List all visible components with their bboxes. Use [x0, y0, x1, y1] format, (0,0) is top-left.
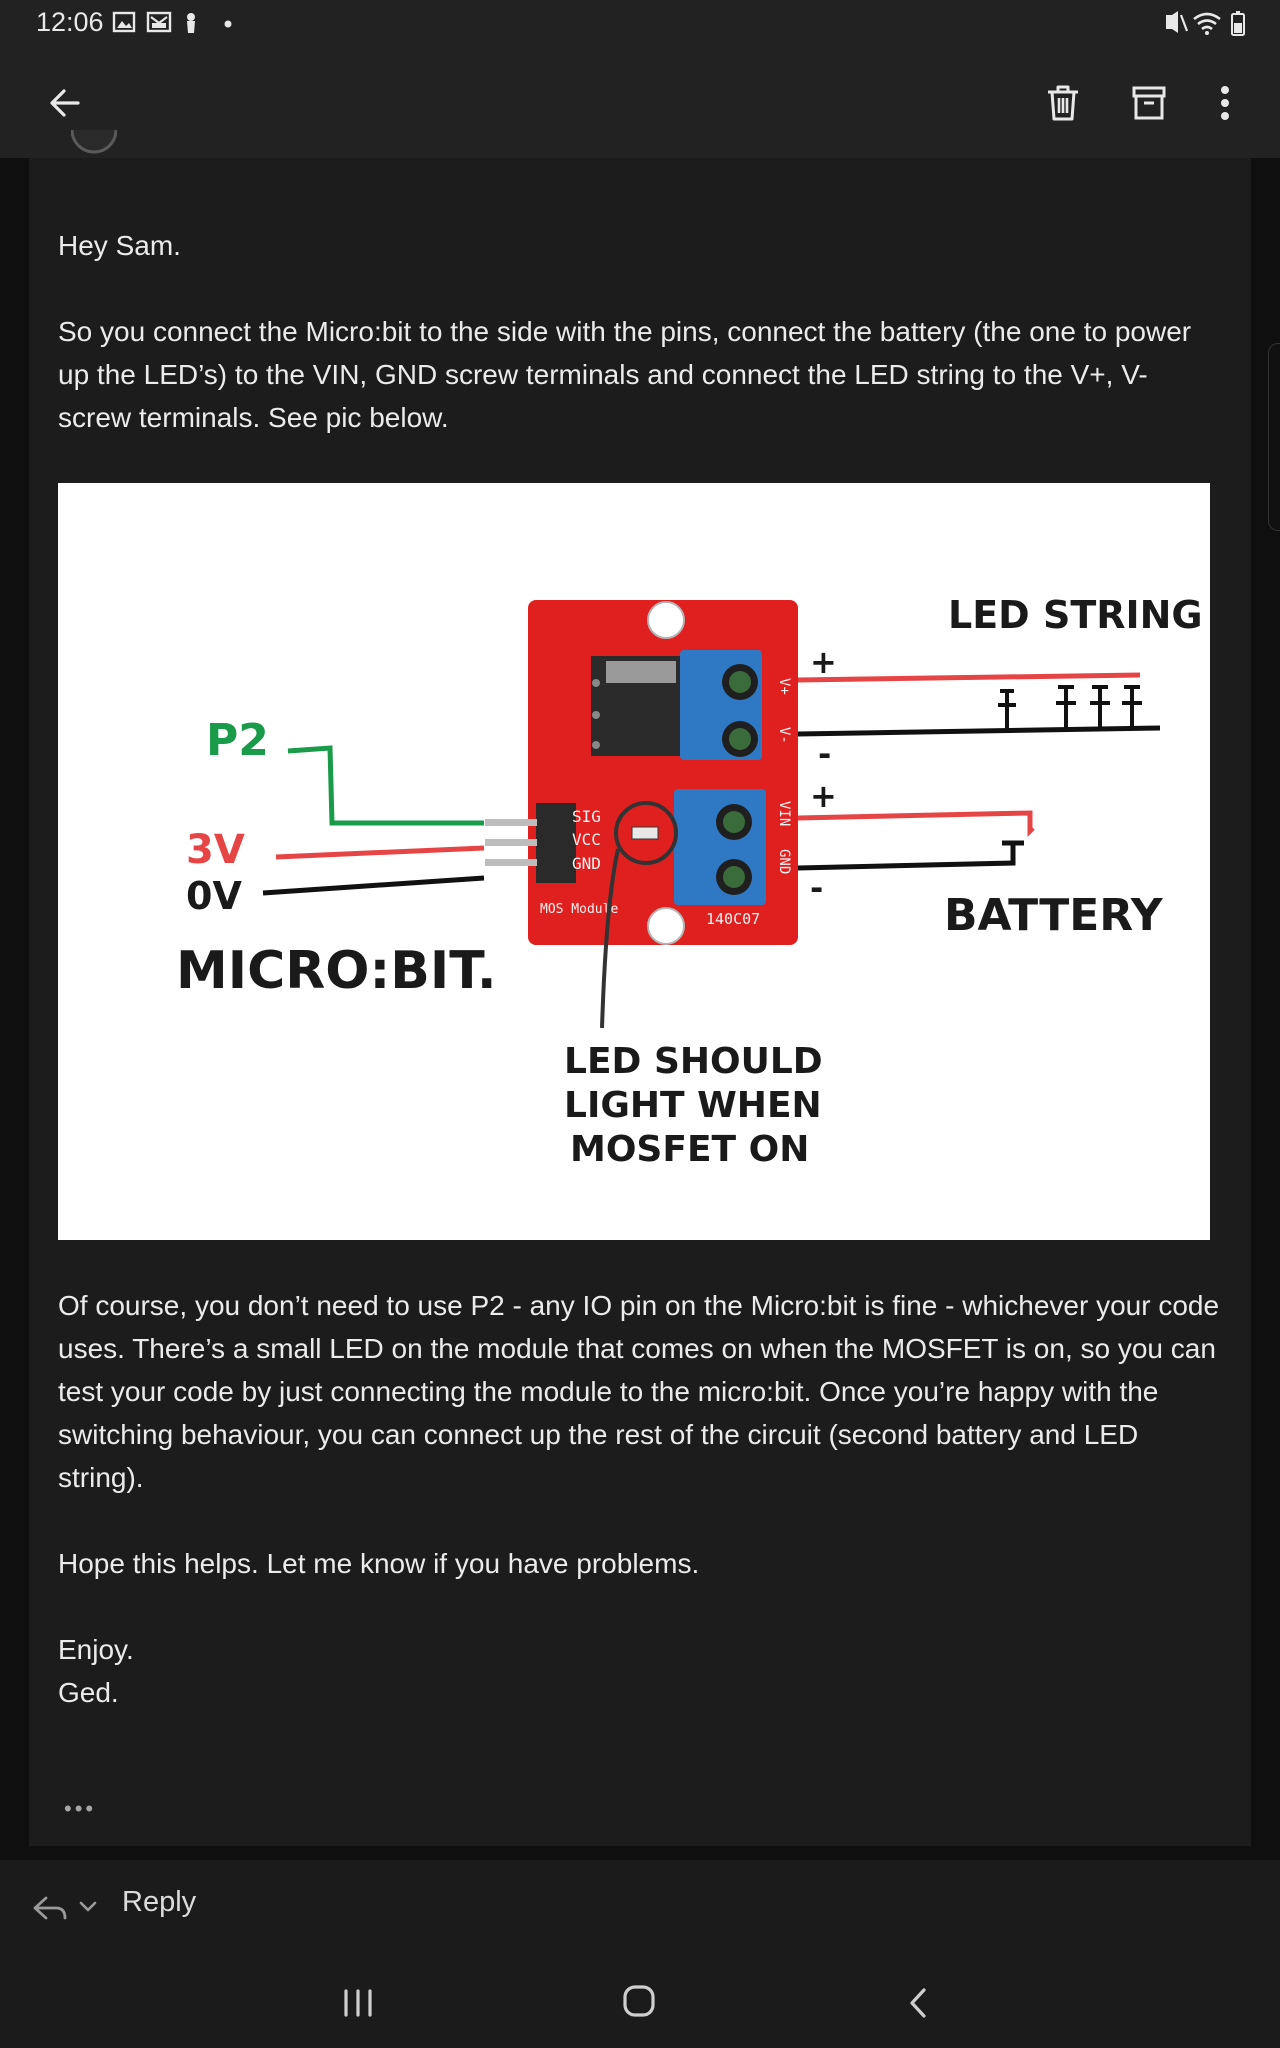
home-icon[interactable] — [622, 1984, 656, 2018]
status-time: 12:06 — [36, 7, 104, 37]
email-greeting: Hey Sam. — [58, 230, 181, 261]
gallery-icon — [112, 11, 136, 33]
status-notification-icons — [112, 11, 232, 33]
battery-icon — [1231, 11, 1245, 36]
board-label-gnd: GND — [572, 854, 601, 873]
dot-icon — [224, 20, 232, 28]
status-system-icons — [1166, 11, 1245, 36]
wiring-diagram-image: SIG VCC GND MOS Module 140C07 V+ V- VIN … — [58, 483, 1210, 1240]
edge-panel-handle[interactable] — [1268, 343, 1280, 531]
label-mosfet-on: MOSFET ON — [570, 1129, 809, 1170]
chevron-down-icon[interactable] — [78, 1900, 98, 1914]
archive-button[interactable] — [1119, 73, 1179, 133]
wifi-icon — [1193, 12, 1221, 35]
board-label-sig: SIG — [572, 807, 601, 826]
label-microbit: MICRO:BIT. — [176, 941, 497, 1001]
email-paragraph-2: Of course, you don’t need to use P2 - an… — [58, 1290, 1220, 1493]
board-label-gnd-terminal: GND — [776, 849, 792, 874]
mute-vibrate-icon — [1166, 11, 1189, 33]
system-nav-bar — [0, 1956, 1280, 2048]
arrow-left-icon — [50, 89, 80, 117]
plus-mark: + — [810, 777, 837, 815]
label-led-string: LED STRING — [948, 593, 1203, 637]
board-label-code: 140C07 — [706, 910, 760, 928]
status-bar: 12:06 — [0, 0, 1280, 48]
wiring-diagram: SIG VCC GND MOS Module 140C07 V+ V- VIN … — [176, 593, 1203, 1170]
app-bar — [0, 48, 1280, 158]
label-3v: 3V — [186, 827, 245, 873]
minus-mark: - — [818, 735, 831, 773]
label-0v: 0V — [186, 874, 242, 918]
delete-button[interactable] — [1033, 73, 1093, 133]
more-vert-icon — [1221, 86, 1229, 120]
minus-mark: - — [810, 869, 823, 907]
wire-0v — [262, 875, 485, 896]
email-paragraph-1: So you connect the Micro:bit to the side… — [58, 316, 1192, 433]
label-light-when: LIGHT WHEN — [564, 1085, 822, 1126]
board-label-vminus: V- — [776, 727, 792, 744]
archive-icon — [1132, 86, 1166, 120]
board-label-module: MOS Module — [540, 902, 618, 917]
notification-icon — [187, 13, 195, 33]
gallery-icon — [146, 11, 172, 33]
show-trimmed-content-button[interactable]: ••• — [64, 1796, 97, 1821]
plus-mark: + — [810, 643, 837, 681]
label-battery: BATTERY — [944, 890, 1164, 941]
reply-button[interactable]: Reply — [122, 1886, 197, 1918]
board-label-vin: VIN — [776, 801, 792, 826]
trash-icon — [1048, 85, 1078, 121]
reply-icon[interactable] — [32, 1894, 68, 1924]
board-label-vplus: V+ — [776, 678, 792, 695]
label-p2: P2 — [206, 715, 269, 766]
label-led-should: LED SHOULD — [564, 1041, 823, 1082]
led-string-symbols — [998, 685, 1142, 731]
more-options-button[interactable] — [1195, 73, 1255, 133]
wire-led-minus — [797, 725, 1161, 737]
wire-battery-plus — [797, 810, 1035, 838]
board-label-vcc: VCC — [572, 830, 601, 849]
back-button[interactable] — [35, 73, 95, 133]
reply-bar: Reply — [0, 1860, 1280, 1956]
wire-led-plus — [797, 672, 1141, 683]
back-icon[interactable] — [906, 1986, 930, 2020]
recent-apps-icon[interactable] — [340, 1988, 376, 2018]
wire-p2 — [287, 745, 484, 826]
email-paragraph-3: Hope this helps. Let me know if you have… — [58, 1548, 700, 1579]
wire-battery-minus — [797, 840, 1024, 871]
wire-3v — [275, 845, 485, 860]
email-signature: Ged. — [58, 1677, 119, 1708]
sender-avatar[interactable] — [71, 130, 117, 164]
email-signoff: Enjoy. — [58, 1634, 134, 1665]
